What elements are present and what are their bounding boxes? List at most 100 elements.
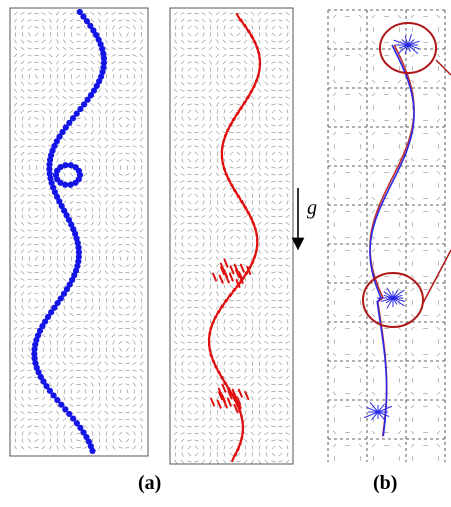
- field-vector: [132, 151, 137, 156]
- field-vector: [105, 221, 108, 226]
- field-vector: [48, 319, 53, 324]
- field-vector: [90, 236, 95, 239]
- field-vector: [216, 18, 219, 23]
- field-vector: [264, 270, 269, 275]
- field-vector: [90, 369, 95, 372]
- field-vector: [174, 452, 177, 457]
- field-vector: [201, 348, 206, 351]
- field-vector: [181, 242, 184, 247]
- field-vector: [251, 403, 254, 408]
- field-vector: [125, 207, 130, 212]
- field-vector: [258, 158, 261, 163]
- field-vector: [258, 25, 261, 30]
- field-vector: [174, 277, 177, 282]
- field-vector: [90, 417, 95, 422]
- field-vector: [132, 424, 137, 429]
- field-vector: [264, 390, 269, 393]
- field-vector: [251, 102, 254, 107]
- field-vector: [410, 79, 415, 84]
- field-vector: [125, 376, 130, 379]
- field-vector: [229, 145, 234, 148]
- field-vector: [286, 326, 289, 331]
- field-vector: [209, 459, 212, 464]
- field-vector: [34, 68, 39, 71]
- field-vector: [243, 222, 248, 225]
- field-vector: [243, 299, 248, 302]
- field-vector: [62, 144, 67, 149]
- field-vector: [118, 271, 123, 274]
- field-vector: [133, 214, 136, 219]
- field-vector: [13, 95, 18, 100]
- field-vector: [70, 389, 73, 394]
- trajectory-dot: [89, 447, 96, 454]
- field-vector: [132, 362, 137, 365]
- field-vector: [139, 417, 144, 422]
- field-vector: [264, 425, 269, 428]
- field-vector: [278, 47, 283, 50]
- panel-a-right: [169, 7, 294, 465]
- trajectory-dot: [83, 18, 91, 25]
- field-vector: [90, 242, 95, 247]
- field-vector: [69, 424, 74, 429]
- field-vector: [216, 291, 219, 296]
- field-vector: [229, 334, 234, 337]
- field-vector: [34, 397, 39, 400]
- trajectory-dot: [57, 164, 64, 171]
- field-vector: [358, 430, 363, 435]
- field-vector: [201, 131, 206, 134]
- field-vector: [244, 242, 247, 247]
- field-vector: [180, 348, 185, 351]
- field-vector: [49, 263, 52, 268]
- field-vector: [62, 277, 67, 282]
- field-vector: [180, 138, 185, 141]
- field-vector: [187, 432, 192, 435]
- field-vector: [84, 298, 87, 303]
- field-vector: [97, 11, 102, 16]
- field-vector: [236, 96, 241, 99]
- field-vector: [194, 397, 199, 400]
- trajectory-dot: [67, 181, 74, 188]
- field-vector: [258, 186, 261, 191]
- field-vector: [258, 144, 261, 149]
- field-vector: [112, 431, 115, 436]
- field-vector: [209, 277, 212, 282]
- trajectory-dot: [85, 438, 92, 445]
- field-vector: [20, 46, 25, 51]
- field-vector: [180, 459, 185, 464]
- field-vector: [41, 263, 46, 268]
- field-vector: [69, 81, 74, 86]
- field-vector: [98, 214, 101, 219]
- field-vector: [271, 403, 276, 408]
- trajectory-dot: [100, 64, 107, 71]
- field-vector: [278, 425, 283, 428]
- field-vector: [132, 88, 137, 93]
- field-vector: [397, 248, 402, 253]
- field-vector: [14, 130, 17, 135]
- field-vector: [209, 200, 212, 205]
- field-vector: [62, 228, 67, 233]
- field-vector: [271, 173, 276, 176]
- field-vector: [132, 179, 137, 184]
- field-vector: [187, 418, 192, 421]
- field-vector: [223, 235, 226, 240]
- field-vector: [181, 158, 184, 163]
- field-vector: [111, 312, 116, 317]
- field-vector: [278, 32, 283, 37]
- field-vector: [271, 89, 276, 92]
- field-vector: [27, 180, 32, 183]
- field-vector: [436, 391, 441, 396]
- field-vector: [98, 130, 101, 135]
- field-vector: [83, 54, 88, 57]
- field-vector: [201, 165, 206, 170]
- field-vector: [125, 61, 130, 64]
- field-vector: [56, 263, 59, 268]
- trajectory-dot: [80, 13, 87, 20]
- field-vector: [35, 389, 38, 394]
- field-vector: [208, 382, 213, 387]
- field-vector: [90, 54, 95, 57]
- field-vector: [201, 12, 206, 15]
- trajectory-dot: [87, 22, 94, 29]
- field-vector: [173, 221, 178, 226]
- field-vector: [201, 173, 206, 176]
- field-vector: [236, 151, 241, 156]
